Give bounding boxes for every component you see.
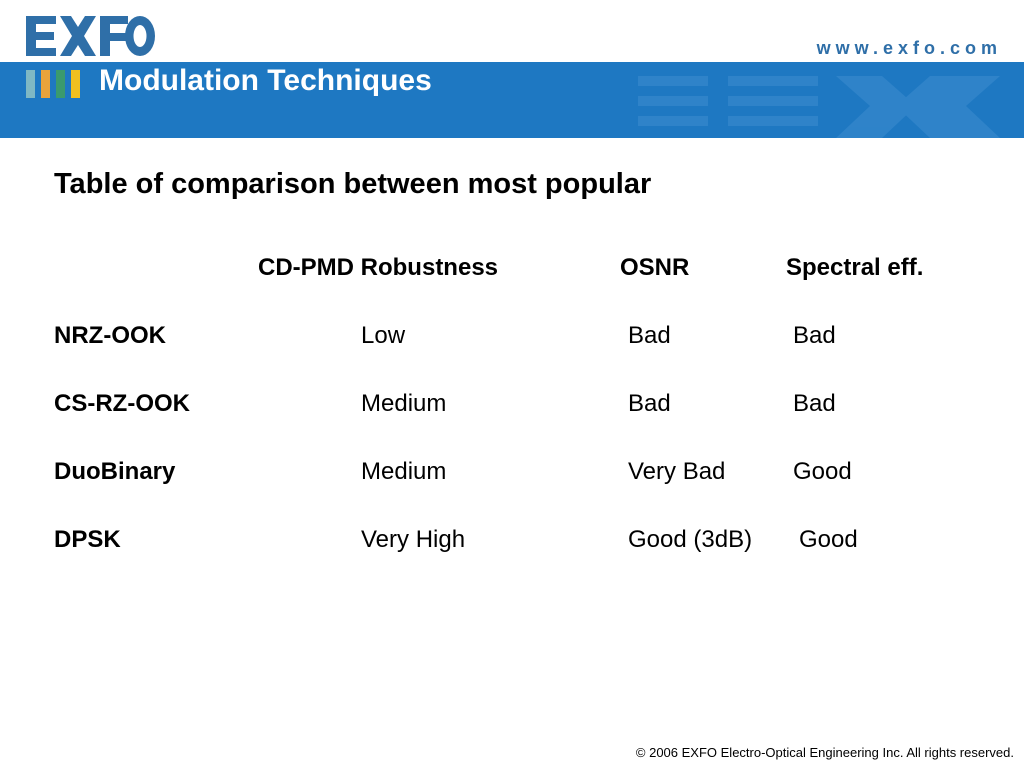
cd-pmd-value: Medium — [361, 390, 447, 417]
stripe — [41, 70, 50, 98]
website-url: www.exfo.com — [816, 38, 1002, 58]
cd-pmd-value: Very High — [361, 526, 466, 553]
spectral-value: Bad — [793, 322, 836, 349]
slide-title: Modulation Techniques — [99, 64, 432, 97]
title-banner: Modulation Techniques — [0, 62, 1024, 138]
column-header-spectral: Spectral eff. — [786, 254, 924, 281]
stripe — [26, 70, 35, 98]
row-label: DuoBinary — [54, 458, 176, 485]
row-label: CS-RZ-OOK — [54, 390, 190, 417]
row-label: NRZ-OOK — [54, 322, 166, 349]
column-header-osnr: OSNR — [620, 254, 690, 281]
top-header: www.exfo.com — [0, 0, 1024, 62]
banner-decoration — [638, 76, 1000, 138]
column-header-cd-pmd: CD-PMD Robustness — [258, 254, 499, 281]
cd-pmd-value: Medium — [361, 458, 447, 485]
copyright-footer: © 2006 EXFO Electro-Optical Engineering … — [635, 745, 1014, 760]
cd-pmd-value: Low — [361, 322, 406, 349]
exfo-logo — [26, 16, 155, 56]
stripe — [71, 70, 80, 98]
stripe — [56, 70, 65, 98]
spectral-value: Good — [793, 458, 852, 485]
osnr-value: Very Bad — [628, 458, 726, 485]
spectral-value: Good — [799, 526, 858, 553]
osnr-value: Bad — [628, 322, 671, 349]
osnr-value: Good (3dB) — [628, 526, 753, 553]
spectral-value: Bad — [793, 390, 836, 417]
row-label: DPSK — [54, 526, 121, 553]
color-stripes — [26, 70, 80, 98]
osnr-value: Bad — [628, 390, 671, 417]
table-heading: Table of comparison between most popular — [54, 168, 652, 200]
